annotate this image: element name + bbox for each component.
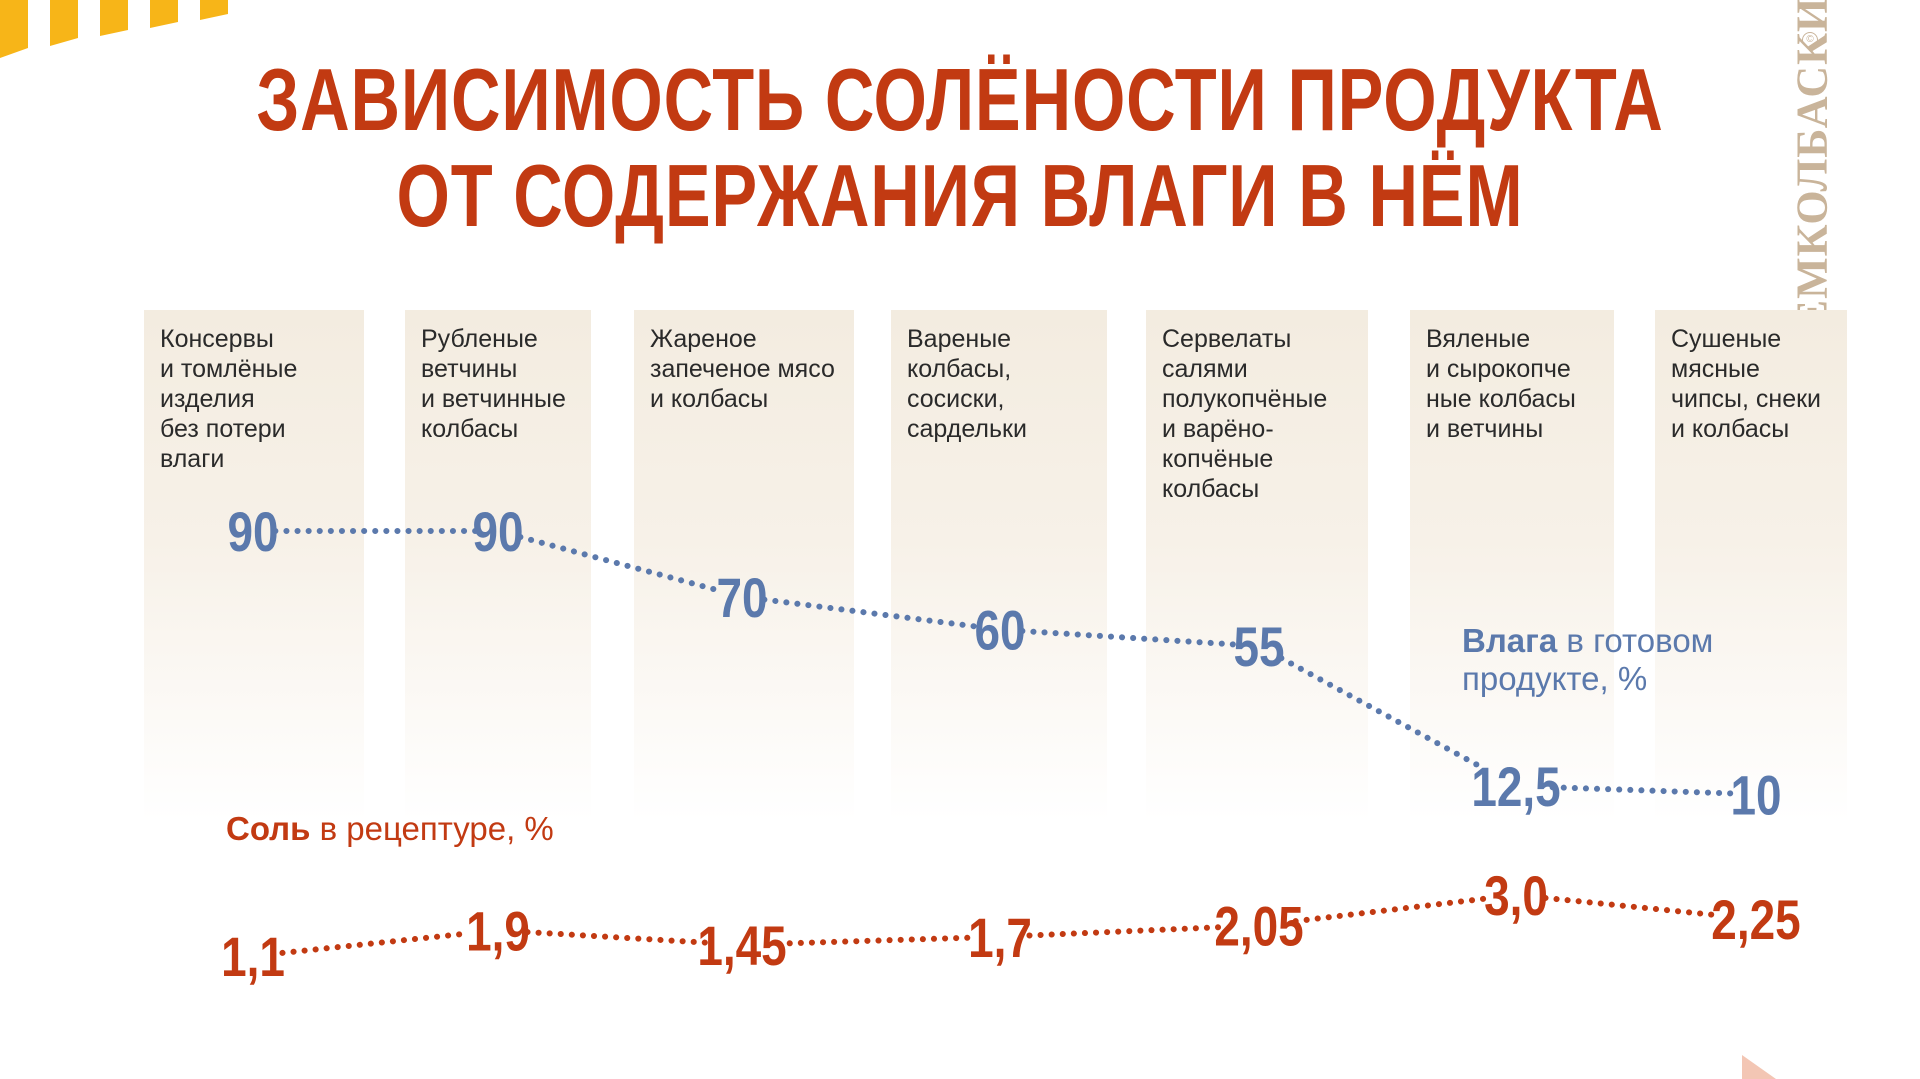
category-label-line: Сушеные [1671,325,1782,353]
copyright-icon: © [1802,32,1818,48]
category-label-line: Вареные [907,325,1012,353]
category-label-line: и ветчинные [421,385,566,413]
category-label-line: ные колбасы [1426,385,1576,413]
category-label-line: колбасы [421,415,519,443]
category-label-line: запеченое мясо [650,355,835,383]
category-label-line: копчёные [1162,445,1274,473]
chart-title: ЗАВИСИМОСТЬ СОЛЁНОСТИ ПРОДУКТА ОТ СОДЕРЖ… [211,52,1709,244]
decorative-stripes [0,0,228,58]
category-label-line: сосиски, [907,385,1005,413]
legend-moisture-rest: в готовом [1557,622,1714,659]
category-label-line: ветчины [421,355,518,383]
category-label: Жареное запеченое мясо и колбасы [650,324,846,414]
legend-moisture-line2: продукте, % [1462,660,1648,697]
moisture-point-label: 60 [974,599,1025,661]
salt-segment [1542,894,1723,919]
category-column: Сервелаты салями полукопчёные и варёно-копч… [1146,310,1368,822]
salt-point-label: 1,9 [466,900,530,962]
category-label-line: мясные [1671,355,1760,383]
category-label: Сушеные мясные чипсы, снеки и колбасы [1671,324,1839,444]
moisture-point-label: 70 [716,567,767,629]
salt-point-label: 2,25 [1711,889,1800,951]
legend-salt-bold: Соль [226,810,311,847]
category-label: Вяленые и сырокопче ные колбасы и ветчины [1426,324,1606,444]
moisture-point-label: 55 [1233,616,1284,678]
category-label: Рубленые ветчины и ветчинные колбасы [421,324,583,444]
category-label-line: полукопчёные [1162,385,1328,413]
category-label-line: колбасы [1162,475,1260,503]
moisture-point-label: 10 [1730,764,1781,826]
category-label-line: влаги [160,445,225,473]
salt-point-label: 1,1 [221,926,285,988]
moisture-segment [761,596,981,630]
category-label-line: и варёно- [1162,415,1274,443]
category-label-line: Рубленые [421,325,538,353]
salt-segment [1292,895,1490,925]
legend-moisture: Влага в готовом продукте, % [1462,622,1713,698]
category-label-line: и сырокопче [1426,355,1571,383]
category-label-line: и колбасы [1671,415,1790,443]
legend-salt: Соль в рецептуре, % [226,810,554,848]
salt-point-label: 1,45 [697,915,786,977]
moisture-segment [1019,627,1240,648]
category-label: Сервелаты салями полукопчёные и варёно-копч… [1162,324,1360,504]
category-label-line: Вяленые [1426,325,1531,353]
category-column: Жареное запеченое мясо и колбасы [634,310,854,822]
moisture-point-label: 12,5 [1471,756,1560,818]
legend-salt-rest: в рецептуре, % [310,810,554,847]
category-label: Вареные колбасы, сосиски, сардельки [907,324,1099,444]
category-label-line: чипсы, снеки [1671,385,1821,413]
category-label-line: сардельки [907,415,1027,443]
salt-segment [279,930,472,956]
category-label-line: салями [1162,355,1248,383]
category-column: Вяленые и сырокопче ные колбасы и ветчины [1410,310,1614,822]
category-column: Вареные колбасы, сосиски, сардельки [891,310,1107,822]
title-line-1: ЗАВИСИМОСТЬ СОЛЁНОСТИ ПРОДУКТА [256,50,1664,149]
salt-point-label: 2,05 [1214,895,1303,957]
decorative-corner [1742,1055,1776,1079]
category-label-line: Консервы [160,325,274,353]
salt-point-label: 3,0 [1484,865,1548,927]
brand-logo: ЕМКОЛБАСКИ © [1782,0,1842,329]
salt-segment [1026,924,1226,939]
category-label-line: колбасы, [907,355,1012,383]
moisture-point-label: 90 [227,501,278,563]
title-line-2: ОТ СОДЕРЖАНИЯ ВЛАГИ В НЁМ [396,146,1524,245]
moisture-segment [1549,784,1737,797]
category-label-line: без потери [160,415,286,443]
category-label-line: Сервелаты [1162,325,1292,353]
category-column: Сушеные мясные чипсы, снеки и колбасы [1655,310,1847,822]
category-label-line: изделия [160,385,255,413]
category-label-line: и ветчины [1426,415,1544,443]
category-label-line: и томлёные [160,355,298,383]
salt-point-label: 1,7 [968,907,1032,969]
salt-segment [775,934,974,947]
moisture-segment [1278,655,1483,770]
legend-moisture-bold: Влага [1462,622,1558,659]
category-label: Консервы и томлёные изделия без потери влаги [160,324,356,474]
category-label-line: Жареное [650,325,757,353]
category-column: Рубленые ветчины и ветчинные колбасы [405,310,591,822]
category-label-line: и колбасы [650,385,769,413]
moisture-segment [517,534,723,594]
salt-segment [524,929,709,946]
category-column: Консервы и томлёные изделия без потери влаги [144,310,364,822]
moisture-point-label: 90 [472,501,523,563]
